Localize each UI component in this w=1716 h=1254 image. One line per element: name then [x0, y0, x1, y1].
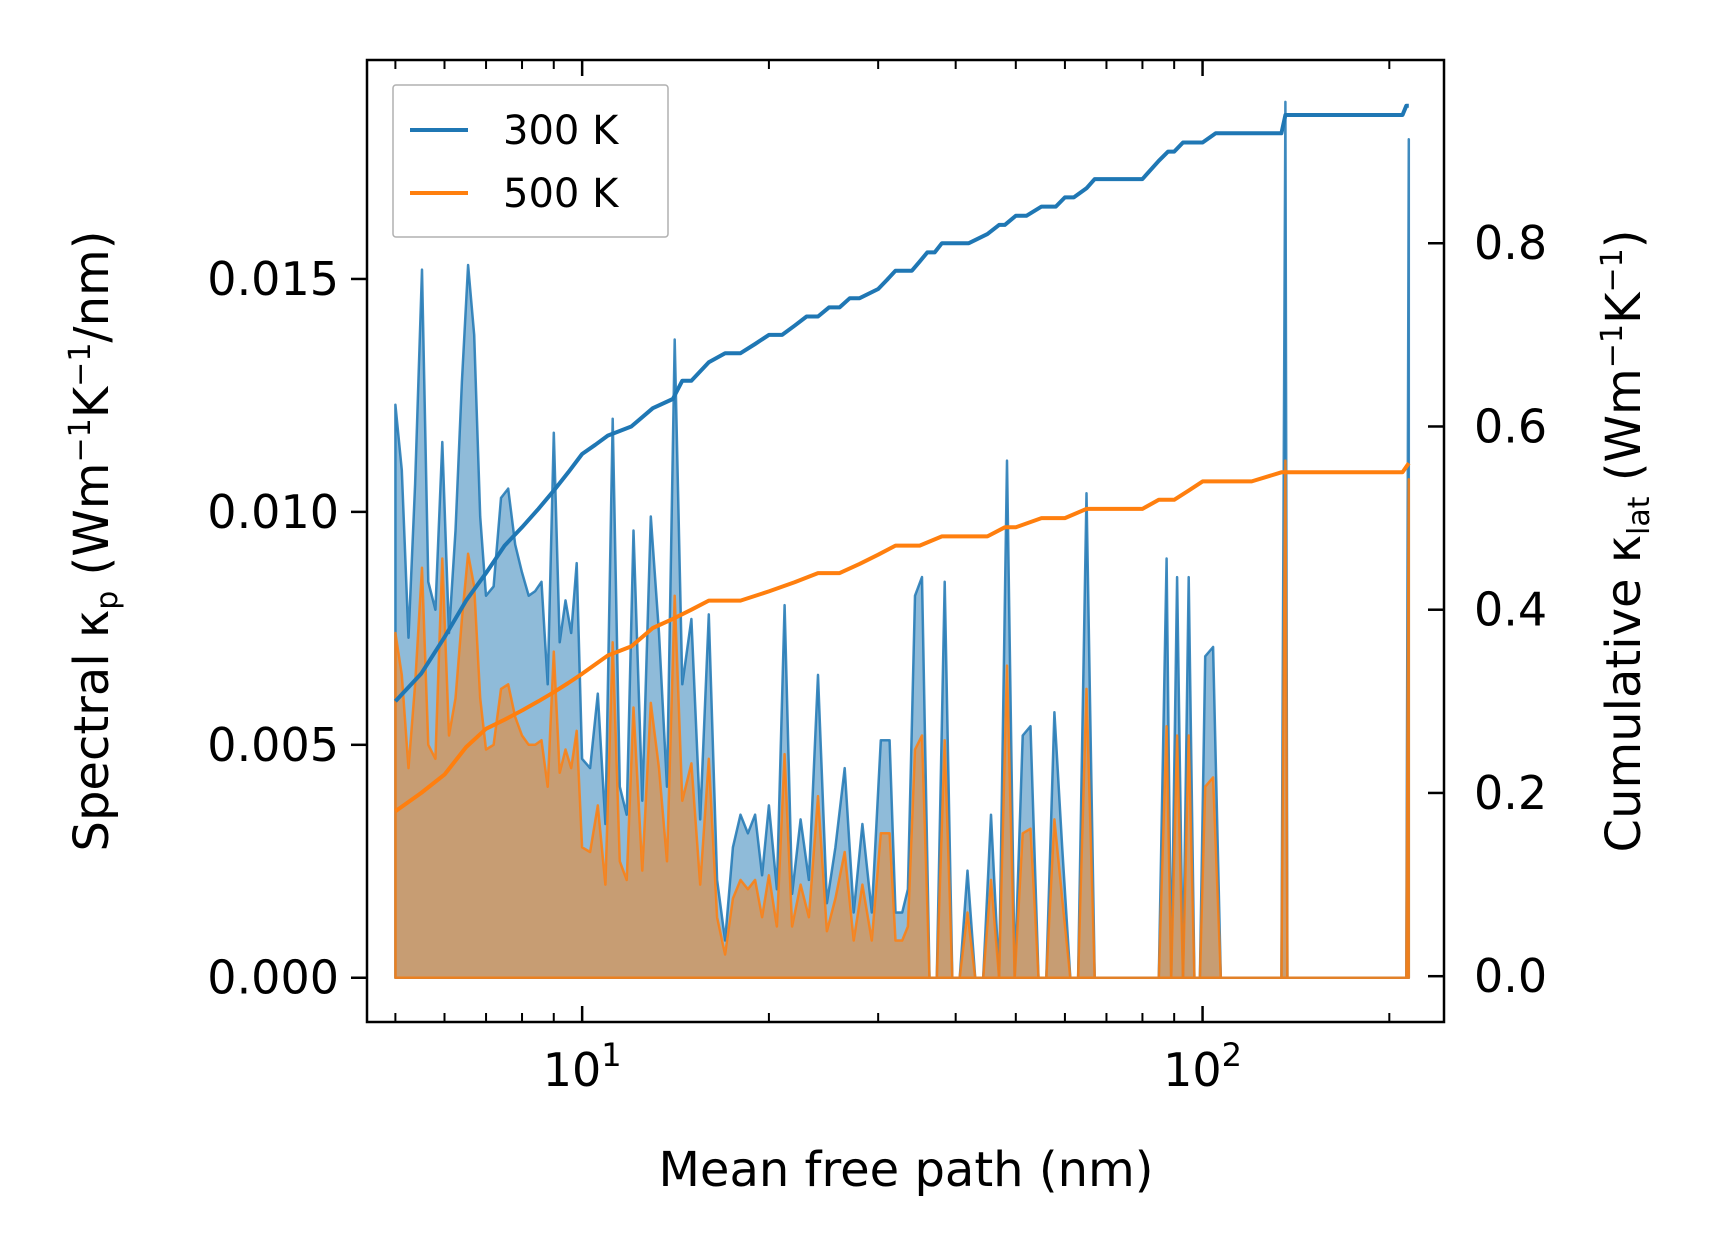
legend-label-300k: 300 K [503, 108, 620, 154]
y-left-title-sub: p [90, 591, 125, 610]
legend: 300 K 500 K [392, 84, 669, 238]
y-right-tick-label: 0.8 [1474, 216, 1547, 270]
y-right-tick-label: 0.2 [1474, 766, 1547, 820]
y-left-title-sup1: −1 [63, 418, 98, 462]
x-tick-label: 102 [1163, 1036, 1242, 1097]
y-right-tick-label: 0.6 [1474, 399, 1547, 453]
y-left-title-mid: K [64, 385, 120, 418]
cumulative-line-300k [393, 103, 1409, 703]
y-right-title-sup1: −1 [1595, 324, 1630, 368]
y-right-title-sup2: −1 [1595, 248, 1630, 292]
x-tick-base: 10 [1163, 1043, 1222, 1097]
y-left-tick-label: 0.015 [207, 252, 339, 306]
spectral-fills [394, 100, 1411, 979]
y-left-tick-label: 0.005 [207, 718, 339, 772]
legend-label-500k: 500 K [503, 171, 620, 217]
y-right-title-mid: K [1596, 291, 1652, 324]
legend-box [392, 84, 669, 238]
y-right-title-suffix: ) [1596, 230, 1652, 249]
x-tick-label: 101 [543, 1036, 622, 1097]
axis-ticks: 101 1020.0000.0050.0100.0150.00.20.40.60.… [207, 60, 1547, 1097]
x-tick-exponent: 1 [601, 1036, 621, 1074]
y-axis-left-title: Spectral κp (Wm−1K−1/nm) [63, 231, 125, 852]
y-left-tick-label: 0.000 [207, 951, 339, 1005]
y-left-title-base: Spectral κ [64, 610, 120, 852]
y-right-title-base: Cumulative κ [1596, 535, 1652, 853]
y-right-tick-label: 0.0 [1474, 949, 1547, 1003]
data-lines [393, 103, 1411, 813]
y-left-title-prefix: (Wm [64, 463, 120, 591]
y-left-title-suffix: /nm) [64, 231, 120, 343]
y-axis-right-title: Cumulative κlat (Wm−1K−1) [1595, 230, 1657, 853]
y-right-tick-label: 0.4 [1474, 583, 1547, 637]
y-left-tick-label: 0.010 [207, 485, 339, 539]
x-tick-exponent: 2 [1222, 1036, 1242, 1074]
y-right-title-sub: lat [1622, 496, 1657, 535]
x-tick-base: 10 [543, 1043, 602, 1097]
y-left-title-sup2: −1 [63, 343, 98, 387]
y-right-title-prefix: (Wm [1596, 368, 1652, 496]
cumulative-line-500k [394, 461, 1411, 813]
plot-frame [365, 58, 1446, 1024]
spectral-area-500k [394, 459, 1411, 979]
x-axis-title: Mean free path (nm) [659, 1142, 1154, 1198]
